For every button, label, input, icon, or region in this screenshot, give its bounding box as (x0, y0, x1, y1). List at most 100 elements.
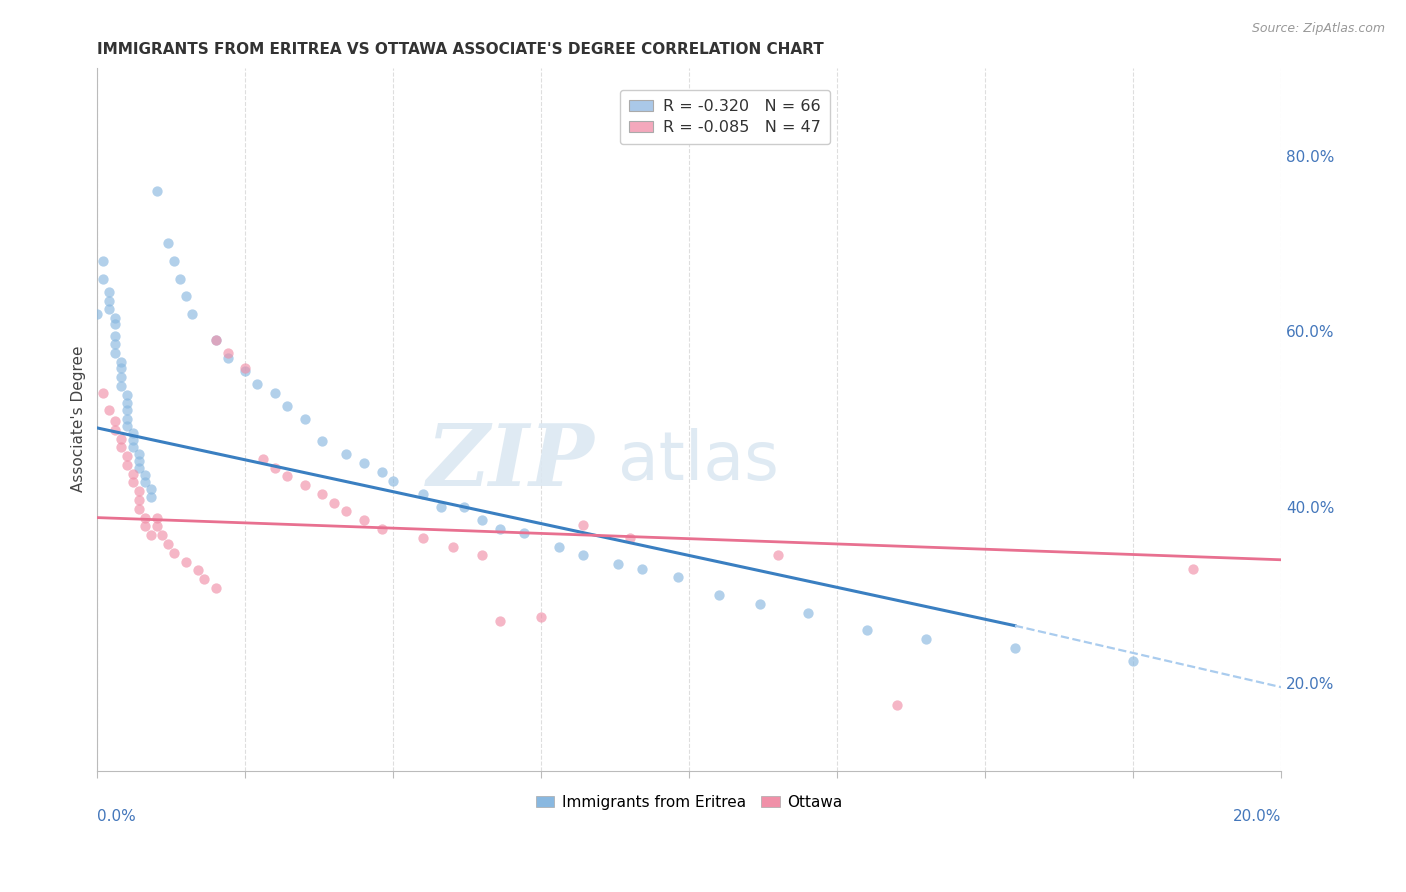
Point (104, 328, 127, 343)
Point (152, 528, 174, 542)
Point (139, 490, 162, 504)
Point (128, 501, 150, 516)
Point (169, 271, 191, 285)
Point (370, 522, 392, 536)
Point (619, 531, 641, 545)
Legend: Immigrants from Eritrea, Ottawa: Immigrants from Eritrea, Ottawa (530, 789, 849, 816)
Point (110, 355, 132, 369)
Point (294, 478, 316, 492)
Point (128, 454, 150, 468)
Point (174, 289, 197, 303)
Point (139, 483, 162, 497)
Point (1181, 561, 1204, 575)
Point (122, 434, 145, 448)
Point (139, 528, 162, 542)
Point (204, 333, 226, 347)
Point (294, 412, 316, 426)
Point (110, 361, 132, 376)
Point (115, 419, 138, 434)
Point (335, 504, 357, 518)
Point (217, 351, 239, 365)
Point (264, 460, 287, 475)
Point (104, 311, 127, 326)
Point (489, 615, 512, 629)
Point (382, 474, 405, 488)
Point (204, 581, 226, 595)
Point (471, 549, 494, 563)
Point (370, 465, 392, 479)
Point (886, 698, 908, 712)
Point (115, 387, 138, 401)
Point (98, 403, 121, 417)
Point (115, 449, 138, 463)
Point (471, 513, 494, 527)
Text: Source: ZipAtlas.com: Source: ZipAtlas.com (1251, 22, 1385, 36)
Point (98, 293, 121, 308)
Point (489, 522, 512, 536)
Point (128, 484, 150, 499)
Point (115, 458, 138, 472)
Point (98, 285, 121, 299)
Point (174, 555, 197, 569)
Point (128, 447, 150, 461)
Point (797, 606, 820, 620)
Point (110, 370, 132, 384)
Y-axis label: Associate's Degree: Associate's Degree (72, 346, 86, 492)
Point (134, 475, 156, 490)
Point (134, 519, 156, 533)
Point (235, 361, 257, 376)
Point (707, 588, 730, 602)
Text: atlas: atlas (619, 428, 779, 494)
Point (235, 364, 257, 378)
Point (122, 426, 145, 441)
Point (110, 440, 132, 454)
Point (264, 385, 287, 400)
Text: ZIP: ZIP (427, 419, 595, 503)
Point (572, 517, 595, 532)
Point (412, 487, 434, 501)
Point (246, 377, 269, 392)
Point (104, 318, 127, 332)
Point (749, 597, 772, 611)
Point (104, 337, 127, 351)
Point (110, 432, 132, 446)
Point (104, 414, 127, 428)
Point (157, 537, 180, 551)
Point (122, 467, 145, 481)
Point (353, 513, 375, 527)
Point (453, 500, 475, 514)
Point (1004, 640, 1026, 655)
Point (187, 563, 209, 577)
Point (217, 346, 239, 360)
Point (335, 447, 357, 461)
Point (145, 184, 167, 198)
Point (128, 461, 150, 475)
Point (856, 623, 879, 637)
Point (157, 236, 180, 251)
Point (134, 468, 156, 483)
Point (666, 570, 689, 584)
Point (512, 526, 534, 541)
Point (412, 531, 434, 545)
Point (548, 540, 571, 554)
Point (128, 493, 150, 508)
Point (91, 254, 114, 268)
Point (631, 561, 654, 575)
Point (115, 412, 138, 426)
Point (163, 254, 186, 268)
Point (441, 540, 464, 554)
Point (204, 333, 226, 347)
Point (915, 632, 938, 646)
Point (572, 549, 595, 563)
Point (193, 572, 215, 586)
Point (145, 510, 167, 524)
Point (145, 519, 167, 533)
Point (98, 302, 121, 317)
Point (115, 403, 138, 417)
Point (429, 500, 451, 514)
Point (323, 496, 346, 510)
Point (311, 487, 333, 501)
Point (104, 346, 127, 360)
Point (163, 546, 186, 560)
Point (122, 440, 145, 454)
